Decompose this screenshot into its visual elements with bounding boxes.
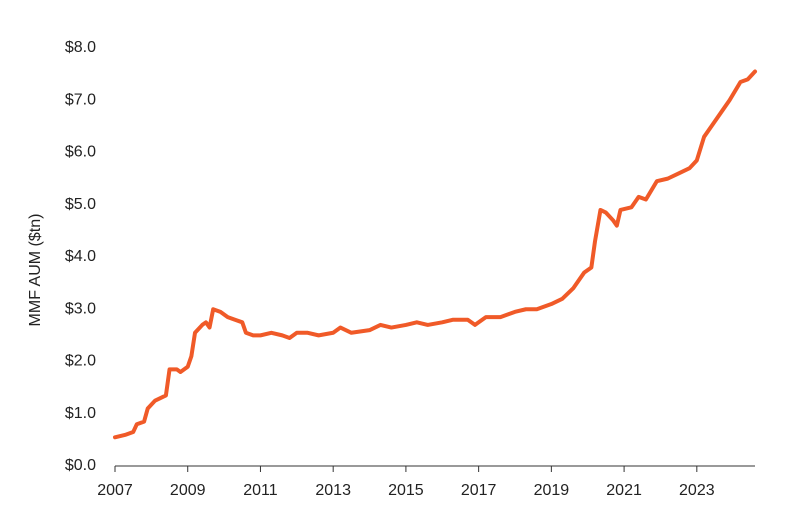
y-tick-label: $3.0 [65,300,96,317]
y-axis-label: MMF AUM ($tn) [27,214,44,327]
x-tick-label: 2013 [315,482,351,499]
y-tick-label: $1.0 [65,405,96,422]
x-tick-label: 2021 [606,482,642,499]
y-tick-label: $6.0 [65,144,96,161]
y-tick-label: $2.0 [65,353,96,370]
x-tick-label: 2007 [97,482,133,499]
x-tick-label: 2015 [388,482,424,499]
y-tick-label: $5.0 [65,196,96,213]
y-tick-label: $7.0 [65,91,96,108]
x-tick-label: 2011 [243,482,278,499]
x-tick-label: 2017 [461,482,497,499]
x-tick-label: 2019 [534,482,570,499]
y-tick-label: $4.0 [65,248,96,265]
y-tick-label: $0.0 [65,457,96,474]
x-tick-label: 2009 [170,482,206,499]
line [113,69,757,440]
y-tick-label: $8.0 [65,39,96,56]
x-tick-label: 2023 [679,482,715,499]
